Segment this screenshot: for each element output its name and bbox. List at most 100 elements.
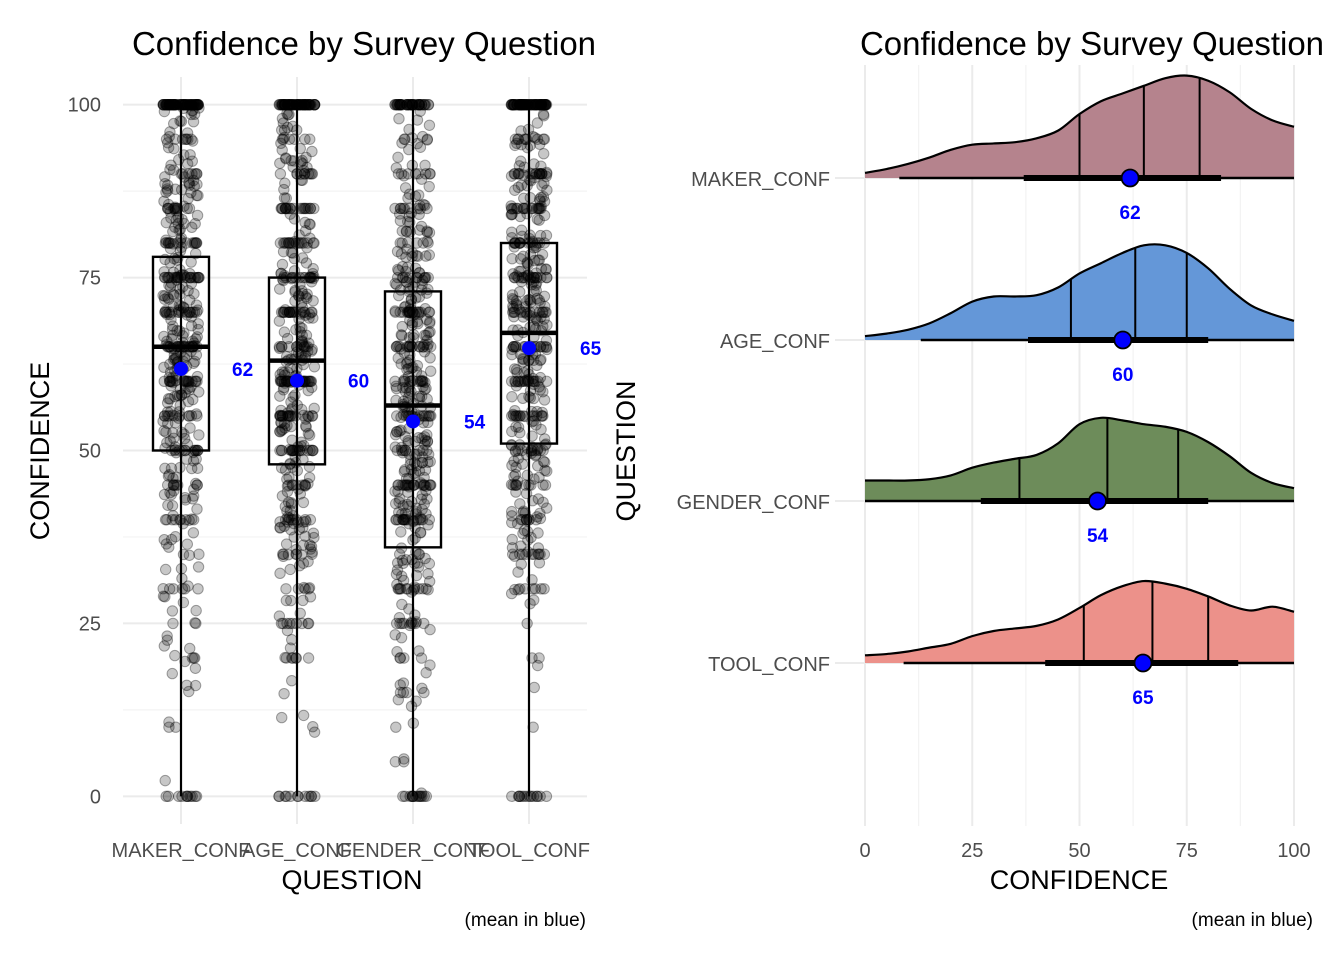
jitter-point xyxy=(530,271,543,284)
jitter-point xyxy=(536,248,549,261)
jitter-point xyxy=(299,479,311,491)
jitter-point xyxy=(282,109,294,121)
jitter-point xyxy=(305,790,317,803)
right-chart-title: Confidence by Survey Question xyxy=(860,25,1324,62)
jitter-point xyxy=(534,512,547,525)
jitter-point xyxy=(192,304,204,316)
jitter-point xyxy=(160,133,173,145)
jitter-point xyxy=(414,105,426,117)
jitter-point xyxy=(510,486,522,498)
jitter-point xyxy=(391,410,403,422)
jitter-point xyxy=(399,444,412,457)
jitter-point xyxy=(166,323,179,336)
jitter-point xyxy=(509,139,521,152)
jitter-point xyxy=(191,375,203,388)
jitter-point xyxy=(395,358,407,370)
jitter-point xyxy=(537,479,549,491)
jitter-point xyxy=(279,513,292,526)
left-y-tick: 25 xyxy=(79,613,101,635)
jitter-point xyxy=(415,493,428,505)
jitter-point xyxy=(417,479,429,491)
jitter-point xyxy=(282,237,295,249)
jitter-point xyxy=(511,137,523,150)
jitter-point xyxy=(408,479,421,491)
jitter-point xyxy=(541,271,553,284)
jitter-point xyxy=(185,311,198,323)
jitter-point xyxy=(513,265,525,278)
jitter-point xyxy=(540,341,552,353)
jitter-point xyxy=(400,265,412,278)
jitter-point xyxy=(506,459,518,472)
right-ridges: 62 60 54 65 xyxy=(864,74,1295,709)
jitter-point xyxy=(390,341,403,353)
jitter-point xyxy=(540,502,553,514)
jitter-point xyxy=(158,195,170,208)
jitter-point xyxy=(282,407,294,419)
jitter-point xyxy=(515,306,527,318)
jitter-point xyxy=(273,315,286,327)
jitter-point xyxy=(274,425,286,438)
jitter-point xyxy=(507,408,519,421)
jitter-point xyxy=(303,98,315,111)
jitter-point xyxy=(398,373,411,386)
jitter-point xyxy=(513,303,525,315)
jitter-point xyxy=(284,98,296,111)
jitter-point xyxy=(171,389,183,401)
jitter-point xyxy=(189,237,201,249)
jitter-point xyxy=(418,272,431,284)
jitter-point xyxy=(396,98,408,111)
jitter-point xyxy=(299,513,311,526)
jitter-point xyxy=(418,410,430,422)
jitter-point xyxy=(513,790,526,803)
jitter-point xyxy=(391,98,403,111)
jitter-point xyxy=(394,98,406,111)
jitter-point xyxy=(389,98,401,111)
jitter-point xyxy=(392,479,405,491)
jitter-point xyxy=(192,98,204,111)
jitter-point xyxy=(164,358,176,370)
jitter-point xyxy=(531,271,543,284)
jitter-point xyxy=(505,209,517,221)
jitter-point xyxy=(398,652,410,664)
jitter-point xyxy=(524,168,536,180)
jitter-point xyxy=(166,375,179,388)
jitter-point xyxy=(304,133,316,145)
jitter-point xyxy=(510,461,522,473)
left-x-tick: AGE_CONF xyxy=(242,840,352,862)
jitter-point xyxy=(274,390,286,402)
jitter-point xyxy=(423,326,435,339)
jitter-point xyxy=(397,513,409,526)
jitter-point xyxy=(414,478,427,490)
jitter-point xyxy=(192,271,204,284)
jitter-point xyxy=(301,237,314,249)
jitter-point xyxy=(509,445,522,458)
jitter-point xyxy=(408,457,421,469)
jitter-point xyxy=(506,306,519,318)
jitter-point xyxy=(179,492,191,504)
jitter-point xyxy=(165,380,177,392)
jitter-point xyxy=(186,155,198,167)
jitter-point xyxy=(189,218,201,230)
jitter-point xyxy=(309,790,321,803)
jitter-point xyxy=(415,790,427,803)
jitter-point xyxy=(190,299,203,311)
jitter-point xyxy=(421,134,433,146)
jitter-point xyxy=(273,98,285,111)
jitter-point xyxy=(396,598,408,611)
jitter-point xyxy=(298,306,311,318)
jitter-point xyxy=(515,138,528,151)
jitter-point xyxy=(303,312,315,324)
jitter-point xyxy=(508,341,520,353)
jitter-point xyxy=(506,343,518,356)
jitter-point xyxy=(533,381,545,393)
jitter-point xyxy=(183,267,196,280)
jitter-point xyxy=(513,168,526,180)
jitter-point xyxy=(515,558,527,570)
jitter-point xyxy=(162,417,174,430)
jitter-point xyxy=(392,98,404,111)
jitter-point xyxy=(514,439,526,451)
jitter-point xyxy=(508,341,520,353)
jitter-point xyxy=(415,173,428,185)
jitter-point xyxy=(273,98,286,111)
jitter-point xyxy=(191,370,204,383)
